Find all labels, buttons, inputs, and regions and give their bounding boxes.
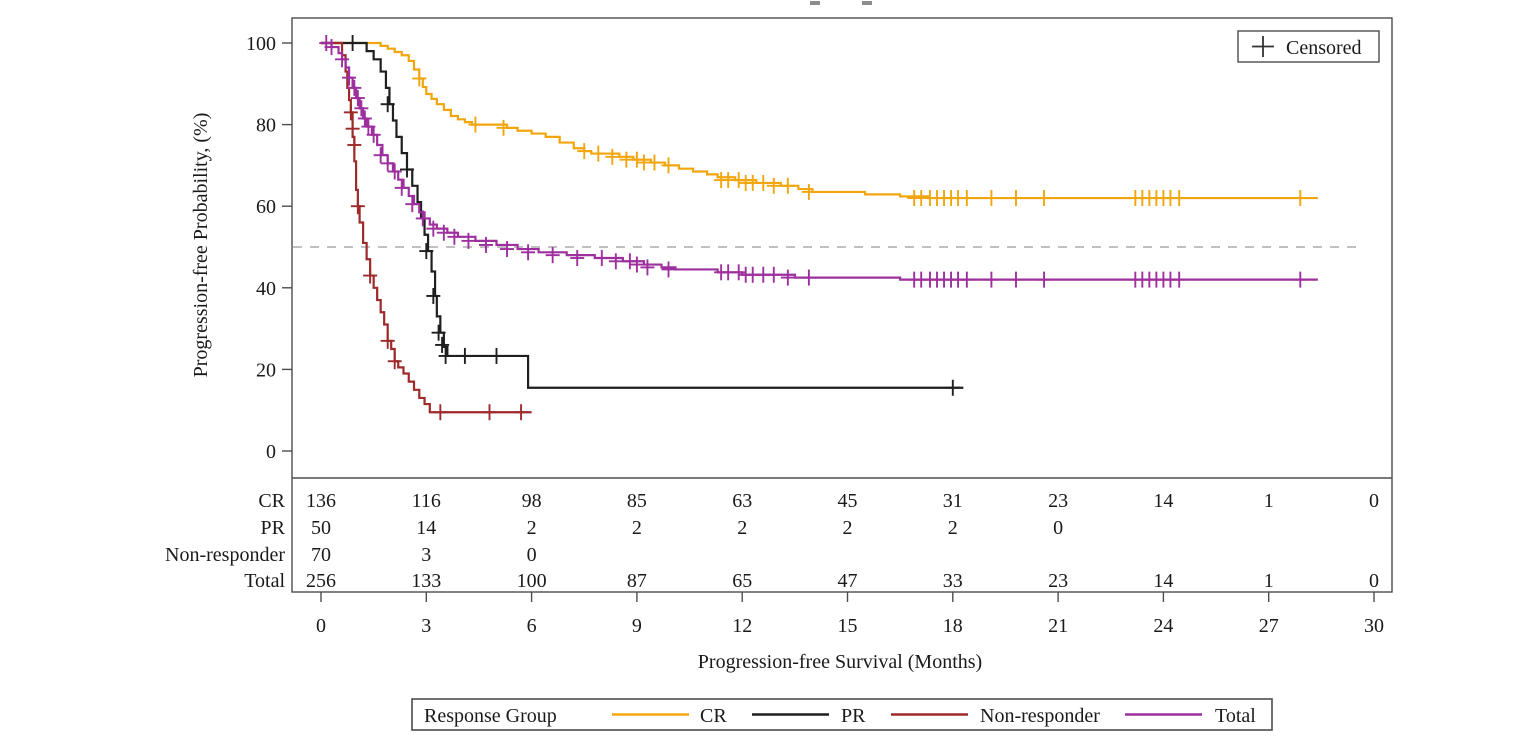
risk-count: 100 xyxy=(517,570,547,592)
risk-count: 0 xyxy=(1369,490,1379,512)
risk-count: 2 xyxy=(948,517,958,539)
risk-count: 50 xyxy=(311,517,331,539)
x-tick-label: 0 xyxy=(316,615,326,637)
x-tick-label: 30 xyxy=(1364,615,1384,637)
risk-count: 256 xyxy=(306,570,336,592)
risk-count: 136 xyxy=(306,490,336,512)
risk-count: 14 xyxy=(416,517,436,539)
legend-label-total: Total xyxy=(1215,705,1256,727)
risk-count: 2 xyxy=(527,517,537,539)
risk-count: 2 xyxy=(632,517,642,539)
risk-count: 70 xyxy=(311,544,331,566)
km-curve-pr xyxy=(321,41,964,389)
x-tick-label: 6 xyxy=(527,615,537,637)
x-tick-label: 21 xyxy=(1048,615,1068,637)
x-tick-label: 12 xyxy=(732,615,752,637)
risk-count: 87 xyxy=(627,570,647,592)
clipped-title-fragment xyxy=(810,1,820,5)
legend-label-pr: PR xyxy=(841,705,866,727)
risk-count: 65 xyxy=(732,570,752,592)
x-tick-label: 15 xyxy=(838,615,858,637)
censored-legend-box xyxy=(1237,30,1380,63)
risk-count: 1 xyxy=(1264,570,1274,592)
risk-count: 85 xyxy=(627,490,647,512)
risk-row-label-total: Total xyxy=(244,570,285,592)
y-tick-label: 40 xyxy=(256,278,276,300)
x-tick-label: 18 xyxy=(943,615,963,637)
risk-count: 0 xyxy=(1369,570,1379,592)
legend-label-non-responder: Non-responder xyxy=(980,705,1100,727)
censor-marks-cr xyxy=(412,70,1308,207)
risk-row-label-pr: PR xyxy=(261,517,286,539)
legend-label-cr: CR xyxy=(700,705,727,727)
plot-frame xyxy=(291,17,1393,593)
risk-count: 98 xyxy=(522,490,542,512)
risk-count: 0 xyxy=(527,544,537,566)
risk-count: 14 xyxy=(1153,490,1173,512)
clipped-title-fragment xyxy=(862,1,872,5)
x-tick-label: 9 xyxy=(632,615,642,637)
censor-marks-non-responder xyxy=(343,104,529,421)
risk-count: 23 xyxy=(1048,570,1068,592)
x-tick-label: 24 xyxy=(1153,615,1173,637)
x-axis-title: Progression-free Survival (Months) xyxy=(698,651,982,673)
y-tick-label: 20 xyxy=(256,359,276,381)
x-tick-label: 27 xyxy=(1259,615,1279,637)
censored-legend-label: Censored xyxy=(1286,37,1362,59)
response-legend-title: Response Group xyxy=(424,705,557,727)
risk-count: 116 xyxy=(412,490,441,512)
risk-count: 2 xyxy=(737,517,747,539)
y-axis-title: Progression-free Probability, (%) xyxy=(190,113,212,378)
km-curve-cr xyxy=(321,41,1318,200)
response-legend-box xyxy=(411,698,1273,731)
y-tick-label: 80 xyxy=(256,115,276,137)
censor-marks-total xyxy=(319,35,1308,288)
risk-count: 3 xyxy=(421,544,431,566)
risk-count: 14 xyxy=(1153,570,1173,592)
censor-marks-pr xyxy=(345,35,960,396)
risk-count: 45 xyxy=(838,490,858,512)
risk-row-label-cr: CR xyxy=(258,490,285,512)
risk-count: 2 xyxy=(843,517,853,539)
risk-count: 63 xyxy=(732,490,752,512)
risk-count: 31 xyxy=(943,490,963,512)
x-tick-label: 3 xyxy=(421,615,431,637)
risk-count: 23 xyxy=(1048,490,1068,512)
risk-count: 133 xyxy=(411,570,441,592)
risk-count: 1 xyxy=(1264,490,1274,512)
risk-count: 47 xyxy=(838,570,858,592)
y-tick-label: 0 xyxy=(266,441,276,463)
y-tick-label: 60 xyxy=(256,196,276,218)
risk-row-label-non-responder: Non-responder xyxy=(165,544,285,566)
risk-count: 33 xyxy=(943,570,963,592)
y-tick-label: 100 xyxy=(246,33,276,55)
risk-count: 0 xyxy=(1053,517,1063,539)
km-curve-total xyxy=(321,41,1318,281)
